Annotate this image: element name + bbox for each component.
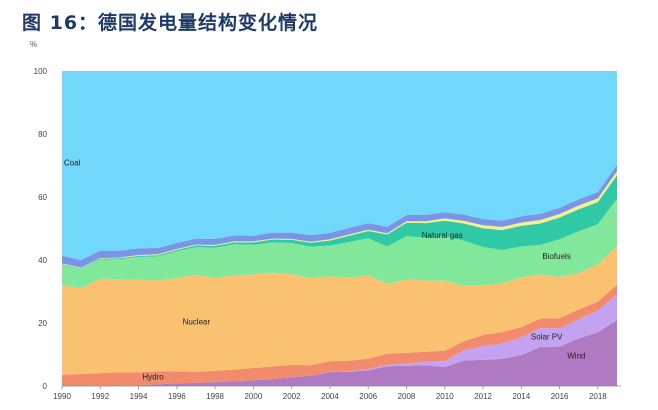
y-tick-label: 60 bbox=[38, 193, 47, 202]
x-tick-label: 1990 bbox=[53, 392, 71, 401]
x-tick-label: 2012 bbox=[474, 392, 492, 401]
series-label-natural-gas: Natural gas bbox=[422, 231, 463, 240]
series-label-coal: Coal bbox=[64, 159, 81, 168]
x-tick-label: 2000 bbox=[244, 392, 262, 401]
area-hydro bbox=[62, 284, 617, 386]
y-tick-label: 40 bbox=[38, 256, 47, 265]
area-natural-gas bbox=[62, 198, 617, 289]
series-labels: Coal Natural gas Biofuels Nuclear Solar PV Hy… bbox=[64, 159, 586, 382]
chart-title: 图 16：德国发电量结构变化情况 bbox=[22, 12, 319, 34]
series-label-hydro: Hydro bbox=[142, 373, 164, 382]
x-tick-label: 2016 bbox=[551, 392, 569, 401]
y-tick-label: 0 bbox=[43, 382, 48, 391]
x-tick-label: 2004 bbox=[321, 392, 339, 401]
x-tick-label: 2014 bbox=[512, 392, 530, 401]
series-label-wind: Wind bbox=[567, 352, 585, 361]
x-tick-label: 1996 bbox=[168, 392, 186, 401]
area-unlabeled-7 bbox=[62, 164, 617, 268]
area-wind bbox=[62, 319, 617, 386]
area-coal bbox=[62, 71, 617, 260]
x-tick-label: 2002 bbox=[283, 392, 301, 401]
series-label-solar-pv: Solar PV bbox=[531, 333, 563, 342]
area-nuclear bbox=[62, 246, 617, 375]
series-label-nuclear: Nuclear bbox=[183, 318, 211, 327]
x-tick-label: 2010 bbox=[436, 392, 454, 401]
y-tick-label: 20 bbox=[38, 319, 47, 328]
x-tick-label: 2018 bbox=[589, 392, 607, 401]
x-tick-label: 1998 bbox=[206, 392, 224, 401]
series-label-biofuels: Biofuels bbox=[542, 252, 570, 261]
x-tick-label: 1994 bbox=[130, 392, 148, 401]
y-axis-ticks: 0 20 40 60 80 100 bbox=[34, 67, 48, 391]
x-tick-label: 2008 bbox=[398, 392, 416, 401]
x-tick-label: 2006 bbox=[359, 392, 377, 401]
y-axis-unit: % bbox=[30, 40, 38, 49]
x-tick-label: 1992 bbox=[91, 392, 109, 401]
x-axis-ticks: 1990 1992 1994 1996 1998 2000 2002 2004 2006 2008… bbox=[53, 386, 607, 401]
y-tick-label: 80 bbox=[38, 130, 47, 139]
y-tick-label: 100 bbox=[34, 67, 48, 76]
area-biofuels bbox=[62, 175, 617, 269]
area-layers bbox=[62, 71, 617, 386]
